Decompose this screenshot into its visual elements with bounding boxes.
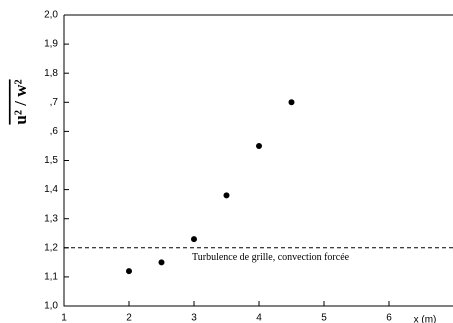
y-tick-label: 1,3	[44, 213, 58, 224]
y-tick-label: 2,0	[44, 10, 58, 21]
y-tick-label: 1,8	[44, 68, 58, 79]
y-tick-label: 1,2	[44, 242, 58, 253]
x-axis-label: x (m)	[414, 315, 437, 323]
x-tick-label: 3	[191, 313, 197, 323]
data-point	[158, 259, 165, 266]
y-tick-label: ,6	[50, 126, 59, 137]
y-tick-label: 1,0	[44, 301, 58, 312]
y-tick-label: 1,1	[44, 272, 58, 283]
x-tick-label: 2	[126, 313, 132, 323]
x-tick-label: 4	[256, 313, 262, 323]
x-tick-label: 5	[321, 313, 327, 323]
data-point	[191, 236, 197, 243]
data-point	[288, 99, 295, 106]
y-axis-label: u² / w²	[11, 79, 30, 124]
y-tick-label: 1,5	[44, 155, 58, 166]
x-tick-label: 6	[386, 313, 392, 323]
y-tick-label: ,7	[50, 97, 59, 108]
y-tick-label: 1,9	[44, 39, 58, 50]
annotation: Turbulence de grille, convection forcée	[192, 252, 350, 263]
data-point	[126, 268, 132, 275]
data-point	[256, 142, 262, 149]
x-tick-label: 1	[61, 313, 67, 323]
data-point	[223, 192, 230, 199]
y-tick-label: 1,4	[44, 184, 58, 195]
